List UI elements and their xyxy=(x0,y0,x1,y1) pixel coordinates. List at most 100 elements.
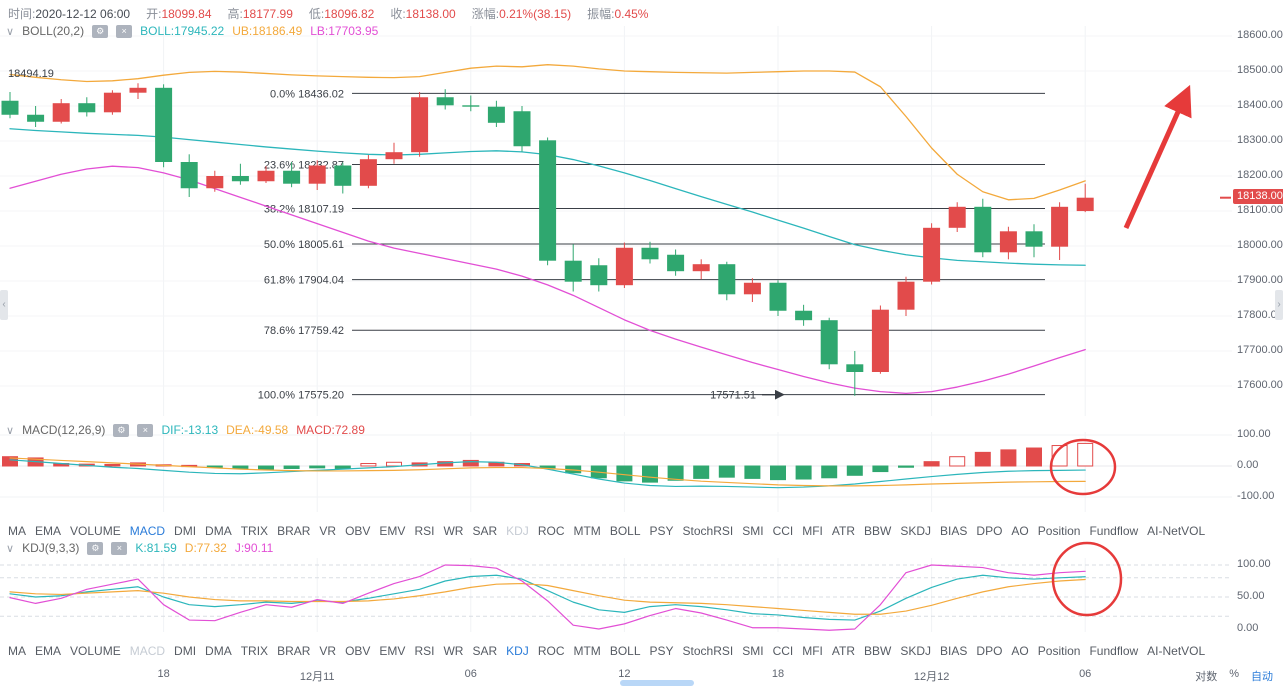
boll-value: BOLL:17945.22 xyxy=(140,24,225,38)
indicator-tab-vr[interactable]: VR xyxy=(319,644,337,658)
kdj-j-value: J:90.11 xyxy=(234,541,274,555)
indicator-tab-roc[interactable]: ROC xyxy=(537,644,565,658)
indicator-tab-emv[interactable]: EMV xyxy=(379,524,406,538)
indicator-tab-ma[interactable]: MA xyxy=(8,644,26,658)
kdj-indicator-header: ∨ KDJ(9,3,3) ⚙ × K:81.59 D:77.32 J:90.11 xyxy=(6,541,273,555)
indicator-tab-rsi[interactable]: RSI xyxy=(414,524,435,538)
svg-text:61.8% 17904.04: 61.8% 17904.04 xyxy=(264,275,344,287)
indicator-tab-position[interactable]: Position xyxy=(1037,524,1081,538)
indicator-tab-volume[interactable]: VOLUME xyxy=(70,524,121,538)
indicator-tab-ai-netvol[interactable]: AI-NetVOL xyxy=(1147,524,1206,538)
indicator-tab-dma[interactable]: DMA xyxy=(205,524,232,538)
indicator-tab-macd[interactable]: MACD xyxy=(129,524,166,538)
left-panel-toggle[interactable]: ‹ xyxy=(0,290,8,320)
indicator-tab-boll[interactable]: BOLL xyxy=(609,524,641,538)
indicator-tab-ao[interactable]: AO xyxy=(1011,644,1029,658)
svg-text:78.6% 17759.42: 78.6% 17759.42 xyxy=(264,325,344,337)
indicator-tab-dmi[interactable]: DMI xyxy=(174,644,197,658)
indicator-tab-skdj[interactable]: SKDJ xyxy=(900,644,932,658)
indicator-tab-ema[interactable]: EMA xyxy=(35,524,62,538)
close-icon[interactable]: × xyxy=(116,24,133,38)
candle-change: 涨幅:0.21%(38.15) xyxy=(471,7,572,21)
right-panel-toggle[interactable]: › xyxy=(1275,290,1283,320)
indicator-tab-macd[interactable]: MACD xyxy=(129,644,166,658)
indicator-tab-ai-netvol[interactable]: AI-NetVOL xyxy=(1147,644,1206,658)
settings-gear-icon[interactable]: ⚙ xyxy=(113,423,130,437)
indicator-tab-wr[interactable]: WR xyxy=(443,524,464,538)
indicator-tab-atr[interactable]: ATR xyxy=(831,644,856,658)
indicator-tab-wr[interactable]: WR xyxy=(443,644,464,658)
indicator-tab-brar[interactable]: BRAR xyxy=(277,524,311,538)
indicator-tab-smi[interactable]: SMI xyxy=(742,524,764,538)
indicator-tab-mfi[interactable]: MFI xyxy=(802,644,823,658)
boll-indicator-header: ∨ BOLL(20,2) ⚙ × BOLL:17945.22 UB:18186.… xyxy=(6,24,378,38)
macd-dea-value: DEA:-49.58 xyxy=(226,423,289,437)
macd-value: MACD:72.89 xyxy=(296,423,365,437)
indicator-tab-trix[interactable]: TRIX xyxy=(240,524,269,538)
candle-time: 时间:2020-12-12 06:00 xyxy=(8,7,131,21)
indicator-tab-emv[interactable]: EMV xyxy=(379,644,406,658)
indicator-tabs-row-macd-pane: MA EMA VOLUME MACD DMI DMA TRIX BRAR VR OBV EMV RSI… xyxy=(8,524,1205,538)
indicator-tab-bbw[interactable]: BBW xyxy=(864,644,892,658)
indicator-tab-atr[interactable]: ATR xyxy=(831,524,856,538)
macd-dif-value: DIF:-13.13 xyxy=(161,423,219,437)
indicator-tab-ema[interactable]: EMA xyxy=(35,644,62,658)
indicator-tab-skdj[interactable]: SKDJ xyxy=(900,524,932,538)
settings-gear-icon[interactable]: ⚙ xyxy=(92,24,109,38)
horizontal-scrollbar-thumb[interactable] xyxy=(620,680,694,686)
boll-ub-value: UB:18186.49 xyxy=(232,24,303,38)
svg-text:100.0% 17575.20: 100.0% 17575.20 xyxy=(258,390,344,402)
indicator-tab-obv[interactable]: OBV xyxy=(345,644,371,658)
indicator-tab-mtm[interactable]: MTM xyxy=(573,644,601,658)
indicator-tab-psy[interactable]: PSY xyxy=(649,644,674,658)
collapse-chevron-icon[interactable]: ∨ xyxy=(6,424,15,437)
indicator-tab-ma[interactable]: MA xyxy=(8,524,26,538)
indicator-tab-trix[interactable]: TRIX xyxy=(240,644,269,658)
indicator-tab-cci[interactable]: CCI xyxy=(772,644,794,658)
indicator-tab-rsi[interactable]: RSI xyxy=(414,644,435,658)
close-icon[interactable]: × xyxy=(137,423,154,437)
indicator-tab-volume[interactable]: VOLUME xyxy=(70,644,121,658)
indicator-tab-mfi[interactable]: MFI xyxy=(802,524,823,538)
close-icon[interactable]: × xyxy=(111,541,128,555)
candle-high: 高:18177.99 xyxy=(227,7,293,21)
boll-lb-value: LB:17703.95 xyxy=(310,24,379,38)
indicator-tab-psy[interactable]: PSY xyxy=(649,524,674,538)
indicator-tab-bbw[interactable]: BBW xyxy=(864,524,892,538)
indicator-tab-kdj[interactable]: KDJ xyxy=(506,644,529,658)
log-scale-button[interactable]: 对数 xyxy=(1195,671,1218,683)
indicator-tab-bias[interactable]: BIAS xyxy=(940,524,968,538)
indicator-tab-fundflow[interactable]: Fundflow xyxy=(1089,644,1139,658)
indicator-tab-dma[interactable]: DMA xyxy=(205,644,232,658)
svg-text:23.6% 18232.87: 23.6% 18232.87 xyxy=(264,159,344,171)
indicator-tab-sar[interactable]: SAR xyxy=(472,644,498,658)
indicator-tab-stochrsi[interactable]: StochRSI xyxy=(682,644,734,658)
indicator-tab-dpo[interactable]: DPO xyxy=(976,644,1003,658)
indicator-tab-position[interactable]: Position xyxy=(1037,644,1081,658)
indicator-tab-fundflow[interactable]: Fundflow xyxy=(1089,524,1139,538)
auto-button[interactable]: 自动 xyxy=(1251,671,1273,683)
indicator-tab-kdj[interactable]: KDJ xyxy=(506,524,529,538)
indicator-tab-roc[interactable]: ROC xyxy=(537,524,565,538)
collapse-chevron-icon[interactable]: ∨ xyxy=(6,542,15,555)
indicator-tab-dpo[interactable]: DPO xyxy=(976,524,1003,538)
settings-gear-icon[interactable]: ⚙ xyxy=(87,541,104,555)
indicator-tab-ao[interactable]: AO xyxy=(1011,524,1029,538)
indicator-tab-brar[interactable]: BRAR xyxy=(277,644,311,658)
indicator-tab-boll[interactable]: BOLL xyxy=(609,644,641,658)
percent-button[interactable]: % xyxy=(1229,668,1239,680)
indicator-tab-stochrsi[interactable]: StochRSI xyxy=(682,524,734,538)
kdj-d-value: D:77.32 xyxy=(184,541,227,555)
indicator-tab-obv[interactable]: OBV xyxy=(345,524,371,538)
collapse-chevron-icon[interactable]: ∨ xyxy=(6,25,15,38)
indicator-tab-mtm[interactable]: MTM xyxy=(573,524,601,538)
indicator-tab-dmi[interactable]: DMI xyxy=(174,524,197,538)
candle-amplitude: 振幅:0.45% xyxy=(587,7,649,21)
indicator-tab-cci[interactable]: CCI xyxy=(772,524,794,538)
indicator-tab-smi[interactable]: SMI xyxy=(742,644,764,658)
indicator-tab-vr[interactable]: VR xyxy=(319,524,337,538)
indicator-tab-sar[interactable]: SAR xyxy=(472,524,498,538)
candle-close: 收:18138.00 xyxy=(390,7,456,21)
indicator-tab-bias[interactable]: BIAS xyxy=(940,644,968,658)
